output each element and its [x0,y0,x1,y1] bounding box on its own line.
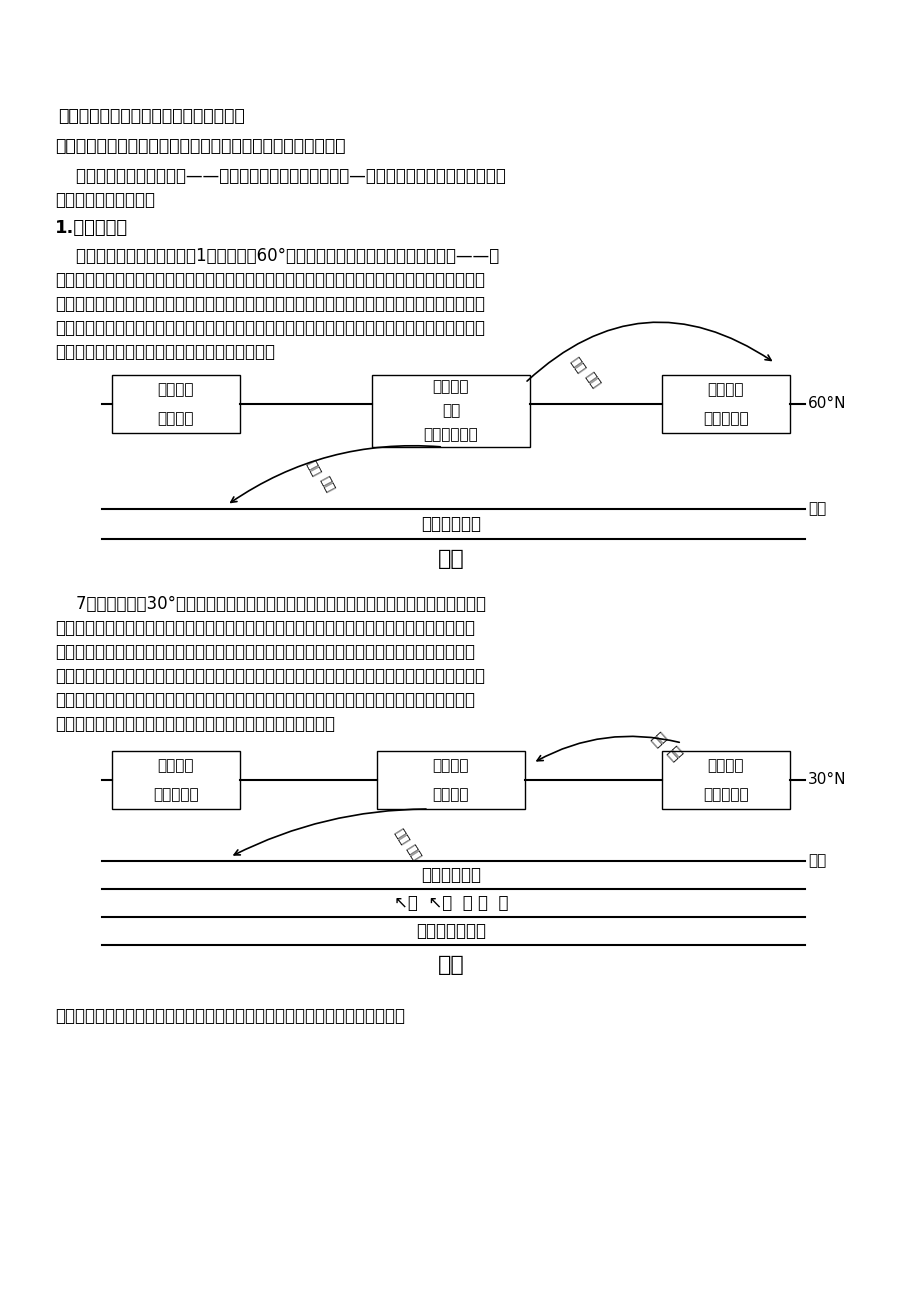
Text: 季风: 季风 [317,474,336,495]
Text: 北太平洋: 北太平洋 [707,758,743,773]
Text: 低压（又称亚洲低压）最为突出，使分布在此处的副热带高气压带被印度低压切断，使副热带高: 低压（又称亚洲低压）最为突出，使分布在此处的副热带高气压带被印度低压切断，使副热… [55,618,474,637]
Text: 由于海陆热力性质的差异，1月份在北纬60°附近，由于亚欧大陆冷却快，形成蒙古——西: 由于海陆热力性质的差异，1月份在北纬60°附近，由于亚欧大陆冷却快，形成蒙古——… [55,247,499,266]
Text: 南信风跨过赤道，在地转偏向力的作用下向右偏形成西南季风。: 南信风跨过赤道，在地转偏向力的作用下向右偏形成西南季风。 [55,715,335,733]
Text: 赤道低气压带: 赤道低气压带 [421,866,481,884]
Text: 夏威夷高压: 夏威夷高压 [702,786,748,802]
Bar [112,751,240,809]
Text: 亚欧大陆: 亚欧大陆 [432,758,469,773]
Text: 赤道: 赤道 [807,501,825,517]
Text: 副热带高气压带: 副热带高气压带 [415,922,485,940]
Text: 亚洲地区地处最大的大陆——欧亚大陆，且濨临最大的大洋—太平洋，海陆热力差异最明显，: 亚洲地区地处最大的大陆——欧亚大陆，且濨临最大的大洋—太平洋，海陆热力差异最明显… [55,167,505,185]
Text: 季风: 季风 [665,743,686,763]
Text: 60°N: 60°N [807,397,845,411]
Text: 东南: 东南 [649,729,670,750]
Text: 西伯利亚高压: 西伯利亚高压 [423,427,478,443]
Text: 西南: 西南 [391,827,410,848]
Bar [371,375,529,447]
Text: 赤道: 赤道 [807,854,825,868]
Text: 压只保留在海洋上，形成北太平洋上的高压中心（夏威夷高压）和北大西洋上的高压中心（亚速: 压只保留在海洋上，形成北太平洋上的高压中心（夏威夷高压）和北大西洋上的高压中心（… [55,643,474,661]
Bar [662,375,789,434]
Bar [377,751,525,809]
Text: 北大西洋: 北大西洋 [157,758,194,773]
Text: 7月份，在北纬30°附近，由于亚欧大陆受热快，空气膊胀上升，近地面形成低气压，印度: 7月份，在北纬30°附近，由于亚欧大陆受热快，空气膊胀上升，近地面形成低气压，印… [55,595,485,613]
Text: 东北: 东北 [303,458,323,478]
Text: 亚欧大陆: 亚欧大陆 [432,379,469,395]
Text: ↖东  ↖南  信 风  带: ↖东 ↖南 信 风 带 [393,894,507,911]
Text: 季风: 季风 [582,370,601,391]
Text: 印度低压: 印度低压 [432,786,469,802]
Text: 在东亚季风区表现为东南季风。对于南亚地区来说，由于太阳直射点的北移，位于赤道以南的东: 在东亚季风区表现为东南季风。对于南亚地区来说，由于太阳直射点的北移，位于赤道以南… [55,691,474,710]
Bar [662,751,789,809]
Text: 区表现为西北季风在南亚季风区表现为东北季风，: 区表现为西北季风在南亚季风区表现为东北季风， [55,342,275,361]
Text: 阿留申低压: 阿留申低压 [702,411,748,426]
Text: 1.季风的形成: 1.季风的形成 [55,219,128,237]
Text: 伯利亚高压（又称亚洲高压），副极地低气压带被亚洲高压切断，使副极地低气压带只能保留在海: 伯利亚高压（又称亚洲高压），副极地低气压带被亚洲高压切断，使副极地低气压带只能保… [55,271,484,289]
Text: 赤道低气压带: 赤道低气压带 [421,516,481,533]
Text: 夏季: 夏季 [437,954,464,975]
Text: 冰岛低压: 冰岛低压 [157,411,194,426]
Text: 季风: 季风 [403,842,422,863]
Text: 30°N: 30°N [807,772,845,788]
Text: 季风：大范围地区盛行风随季节有显著改变的现象，称为季风。: 季风：大范围地区盛行风随季节有显著改变的现象，称为季风。 [55,137,346,155]
Text: 小结：季风成因主要为海陆热力性质差异，此外还有气压带、风带的季节移动。: 小结：季风成因主要为海陆热力性质差异，此外还有气压带、风带的季节移动。 [55,1006,404,1025]
Bar [112,375,240,434]
Text: 故其季风环流最显著。: 故其季风环流最显著。 [55,191,154,210]
Text: 尔高压），这时受水平气压梯度力及地转偏向力影响，大气由北太平洋的高压中心吹向亚洲大陆，: 尔高压），这时受水平气压梯度力及地转偏向力影响，大气由北太平洋的高压中心吹向亚洲… [55,667,484,685]
Text: 蒙古: 蒙古 [441,404,460,418]
Text: 洋上，形成北太平洋上的低气压中心（阿留申低压）和北大西洋上的低压中心（冰岛低压）。这时: 洋上，形成北太平洋上的低气压中心（阿留申低压）和北大西洋上的低压中心（冰岛低压）… [55,296,484,312]
Text: （二）气压带、风带季节移动与季风环流: （二）气压带、风带季节移动与季风环流 [58,107,244,125]
Text: 西北: 西北 [566,355,586,375]
Text: 北大西洋: 北大西洋 [157,381,194,397]
Text: 亚速尔高压: 亚速尔高压 [153,786,199,802]
Text: 北太平洋: 北太平洋 [707,381,743,397]
Text: 冬季: 冬季 [437,549,464,569]
Text: 受水平气压梯度力和地转偏向力等影响，大气由亚洲高压吹向阿留申低压和赤道低压，在东亚季风: 受水平气压梯度力和地转偏向力等影响，大气由亚洲高压吹向阿留申低压和赤道低压，在东… [55,319,484,337]
